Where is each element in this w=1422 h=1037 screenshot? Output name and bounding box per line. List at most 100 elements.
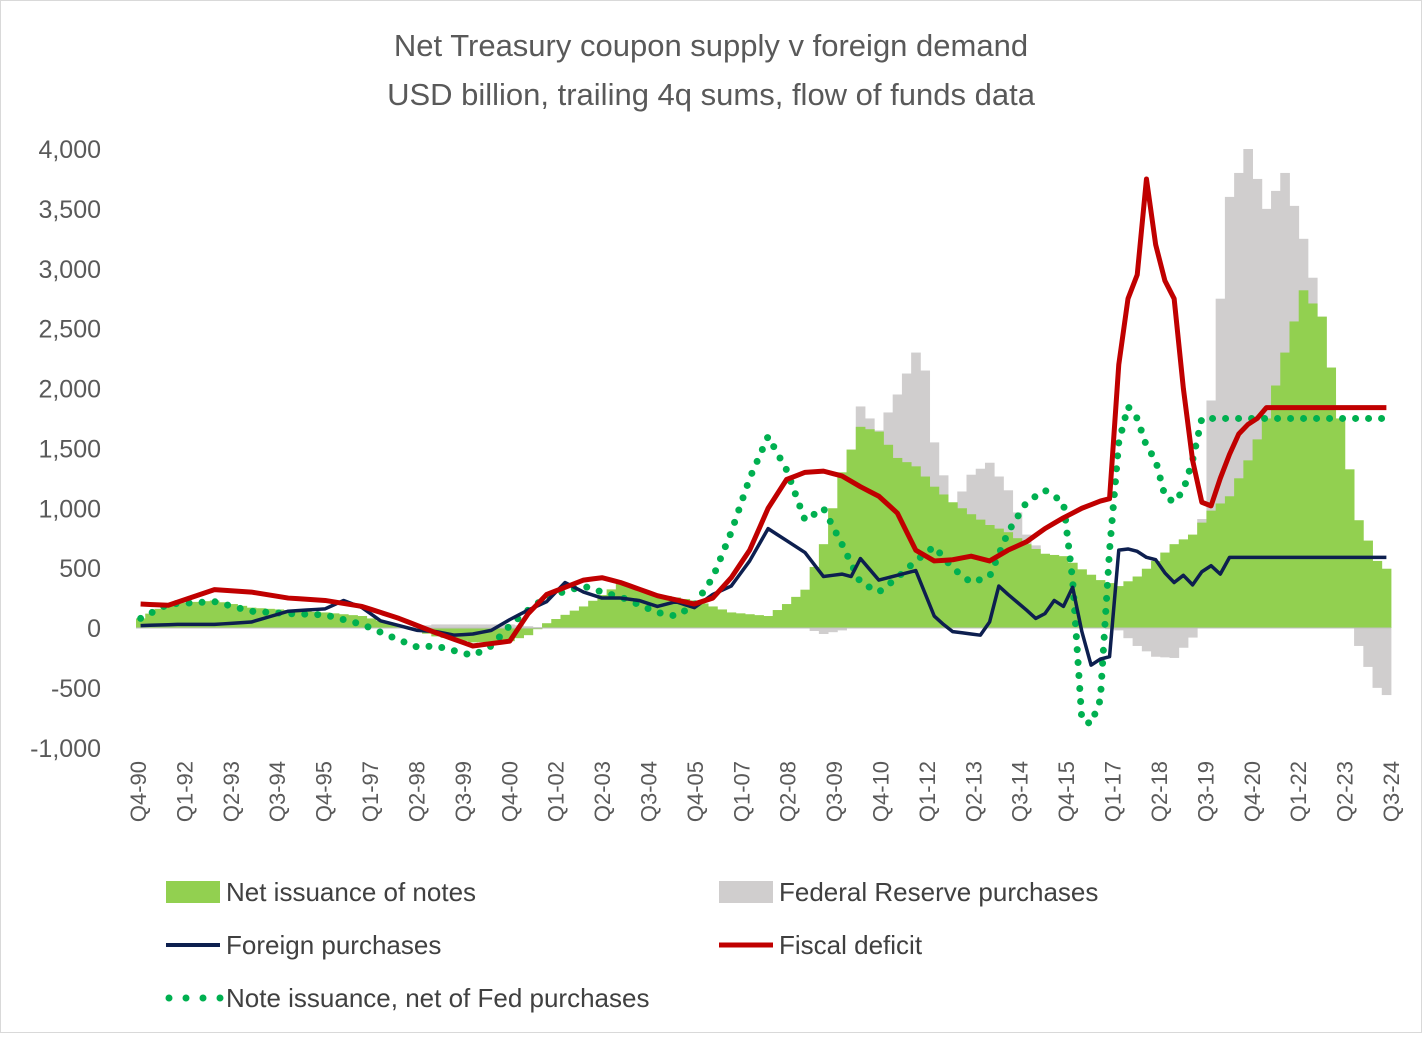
net-issuance-bar [570, 611, 580, 628]
net-issuance-bar [819, 544, 829, 628]
y-tick-label: 3,000 [38, 256, 101, 284]
net-issuance-bar [727, 612, 737, 628]
net-issuance-bar [1271, 386, 1281, 628]
legend-swatch [166, 881, 220, 903]
x-tick-label: Q3-24 [1379, 761, 1404, 822]
legend: Net issuance of notes Federal Reserve pur… [166, 877, 1098, 1013]
net-issuance-bar [1382, 569, 1392, 628]
y-tick-label: 4,000 [38, 136, 101, 164]
x-tick-label: Q2-18 [1147, 761, 1172, 822]
net-issuance-bar [994, 529, 1004, 628]
net-issuance-bar [847, 450, 857, 628]
y-tick-label: 0 [87, 615, 101, 643]
net-issuance-bar [1253, 439, 1263, 628]
net-issuance-bar [764, 616, 774, 628]
fed-purchases-bar [1170, 628, 1180, 658]
net-issuance-bar [699, 603, 709, 628]
net-issuance-bar [957, 508, 967, 628]
net-issuance-bar [828, 508, 838, 628]
net-issuance-bar [736, 613, 746, 628]
legend-label: Fiscal deficit [779, 930, 923, 960]
net-issuance-bar [1373, 561, 1383, 628]
net-issuance-bar [837, 472, 847, 628]
x-tick-label: Q1-07 [729, 761, 754, 822]
net-issuance-bar [782, 604, 792, 628]
net-issuance-bar [1289, 321, 1299, 628]
net-issuance-bar [1299, 290, 1309, 628]
fed-purchases-bar [819, 628, 829, 634]
net-issuance-bar [902, 462, 912, 628]
fed-purchases-bar [431, 624, 441, 628]
x-tick-label: Q1-17 [1101, 761, 1126, 822]
fed-purchases-bar [1188, 628, 1198, 638]
chart-title: Net Treasury coupon supply v foreign dem… [394, 28, 1028, 63]
x-tick-label: Q4-00 [497, 761, 522, 822]
net-issuance-bar [542, 623, 552, 628]
net-issuance-bar [1280, 353, 1290, 628]
legend-swatch [719, 881, 773, 903]
net-issuance-bar [717, 609, 727, 628]
y-axis: 4,0003,5003,0002,5002,0001,5001,0005000-… [30, 136, 101, 763]
net-issuance-bar [1345, 469, 1355, 628]
y-tick-label: 3,500 [38, 196, 101, 224]
net-issuance-bar [551, 619, 561, 628]
net-issuance-bar [597, 595, 607, 628]
x-tick-label: Q3-94 [265, 761, 290, 822]
net-issuance-bar [634, 589, 644, 628]
fed-purchases-bar [1123, 628, 1133, 638]
fed-purchases-bar [828, 628, 838, 632]
fed-purchases-bar [1151, 628, 1161, 657]
x-tick-label: Q4-95 [312, 761, 337, 822]
x-tick-label: Q3-09 [822, 761, 847, 822]
x-tick-label: Q4-05 [683, 761, 708, 822]
x-tick-label: Q1-22 [1286, 761, 1311, 822]
net-issuance-bar [810, 567, 820, 628]
net-issuance-bar [579, 606, 589, 628]
net-issuance-bar [616, 584, 626, 628]
x-tick-label: Q4-90 [126, 761, 151, 822]
x-tick-label: Q3-04 [637, 761, 662, 822]
fed-purchases-bar [1373, 628, 1383, 688]
net-issuance-bar [967, 514, 977, 628]
net-issuance-bar [745, 614, 755, 628]
net-issuance-bar [708, 606, 718, 628]
y-tick-label: 500 [59, 555, 101, 583]
net-issuance-bar [1059, 556, 1069, 628]
net-issuance-bar [1308, 303, 1318, 628]
fed-purchases-bar [441, 624, 451, 628]
net-issuance-bar [893, 458, 903, 628]
fed-purchases-bar [1354, 628, 1364, 646]
x-tick-label: Q4-15 [1054, 761, 1079, 822]
net-issuance-bar [856, 427, 866, 628]
net-issuance-bar [1262, 418, 1272, 628]
legend-label: Note issuance, net of Fed purchases [226, 983, 649, 1013]
x-tick-label: Q2-08 [776, 761, 801, 822]
x-tick-label: Q2-03 [590, 761, 615, 822]
net-issuance-bar [1170, 544, 1180, 628]
x-tick-label: Q2-98 [404, 761, 429, 822]
net-issuance-bar [1336, 418, 1346, 628]
fed-purchases-bar [1179, 628, 1189, 648]
x-tick-label: Q3-19 [1193, 761, 1218, 822]
net-issuance-bar [773, 610, 783, 628]
y-tick-label: 1,000 [38, 495, 101, 523]
fed-purchases-bar [1133, 628, 1143, 646]
x-tick-label: Q3-99 [451, 761, 476, 822]
net-issuance-bar [1179, 539, 1189, 628]
net-issuance-bar [1096, 580, 1106, 628]
series-lines [141, 179, 1387, 724]
x-tick-label: Q1-97 [358, 761, 383, 822]
x-tick-label: Q3-14 [1008, 761, 1033, 822]
x-axis: Q4-90 Q1-92 Q2-93 Q3-94 Q4-95 Q1-97 Q2-98 Q3-99… [126, 761, 1404, 822]
net-issuance-bar [791, 597, 801, 628]
net-issuance-bar [976, 520, 986, 628]
x-tick-label: Q1-92 [172, 761, 197, 822]
legend-label: Net issuance of notes [226, 877, 476, 907]
legend-label: Foreign purchases [226, 930, 441, 960]
x-tick-label: Q2-93 [219, 761, 244, 822]
y-tick-label: 2,000 [38, 376, 101, 404]
net-issuance-bar [754, 615, 764, 628]
legend-label: Federal Reserve purchases [779, 877, 1098, 907]
chart-subtitle: USD billion, trailing 4q sums, flow of f… [387, 77, 1036, 112]
